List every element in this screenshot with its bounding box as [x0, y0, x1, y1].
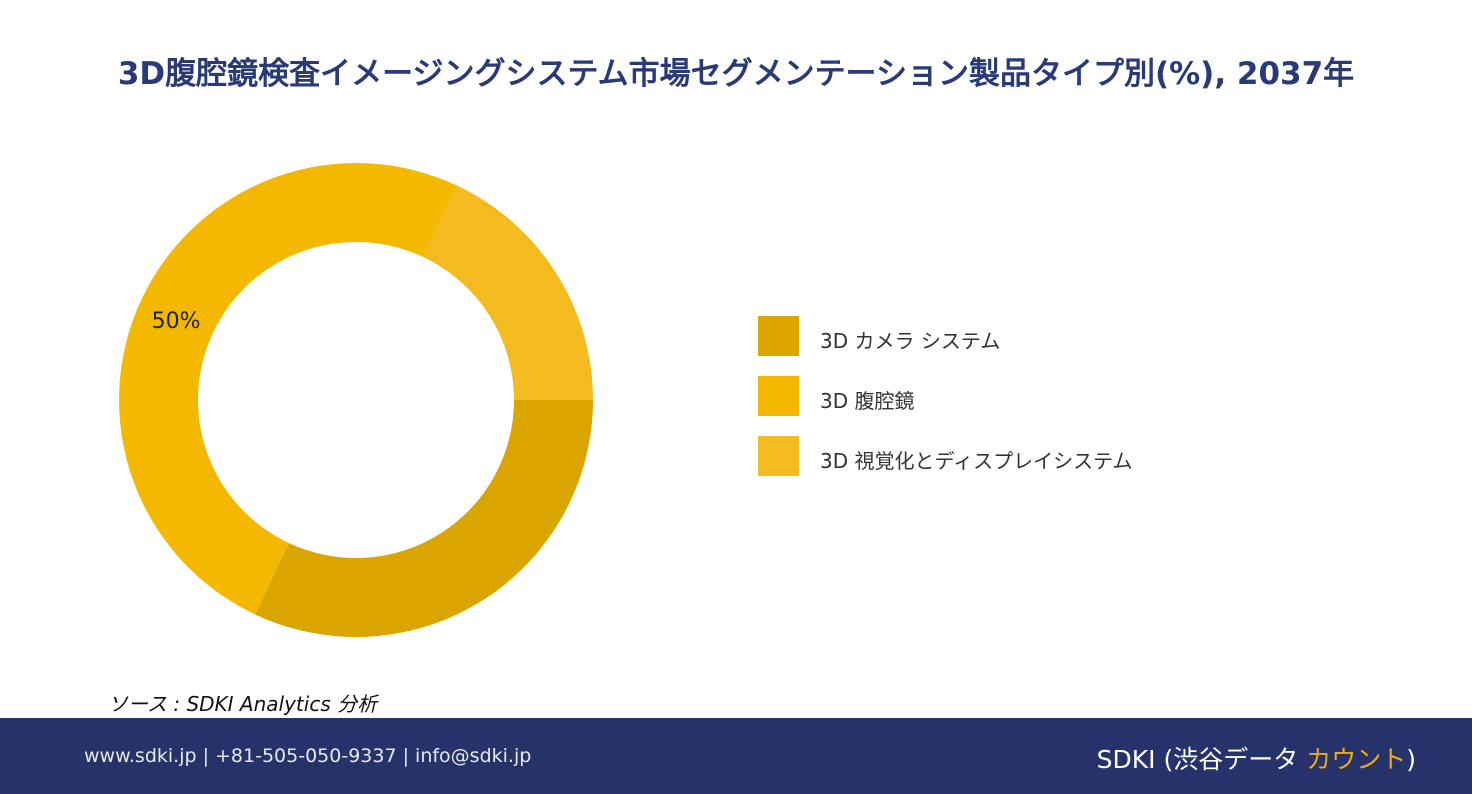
footer-contact: www.sdki.jp | +81-505-050-9337 | info@sd… — [84, 745, 532, 767]
legend-swatch-laparoscope — [758, 376, 799, 416]
donut-chart: 50% — [119, 163, 593, 637]
brand-accent: カウント — [1306, 745, 1407, 774]
brand-prefix: SDKI (渋谷データ — [1096, 745, 1307, 774]
chart-title: 3D腹腔鏡検査イメージングシステム市場セグメンテーション製品タイプ別(%), 2… — [117, 56, 1355, 92]
donut-slice-visualization-display — [423, 185, 593, 400]
brand-suffix: ) — [1406, 745, 1416, 774]
legend-label-camera-system: 3D カメラ システム — [820, 329, 1001, 353]
donut-slice-laparoscope — [119, 163, 457, 615]
source-note: ソース : SDKI Analytics 分析 — [108, 692, 378, 716]
footer-bar: www.sdki.jp | +81-505-050-9337 | info@sd… — [0, 718, 1472, 794]
legend-swatch-visualization-display — [758, 436, 799, 476]
legend-swatch-camera-system — [758, 316, 799, 356]
donut-slice-camera-system — [255, 400, 593, 637]
data-label-laparoscope: 50% — [152, 309, 201, 334]
legend-label-laparoscope: 3D 腹腔鏡 — [820, 389, 915, 413]
footer-brand: SDKI (渋谷データ カウント) — [1097, 740, 1416, 776]
legend-label-visualization-display: 3D 視覚化とディスプレイシステム — [820, 449, 1133, 473]
